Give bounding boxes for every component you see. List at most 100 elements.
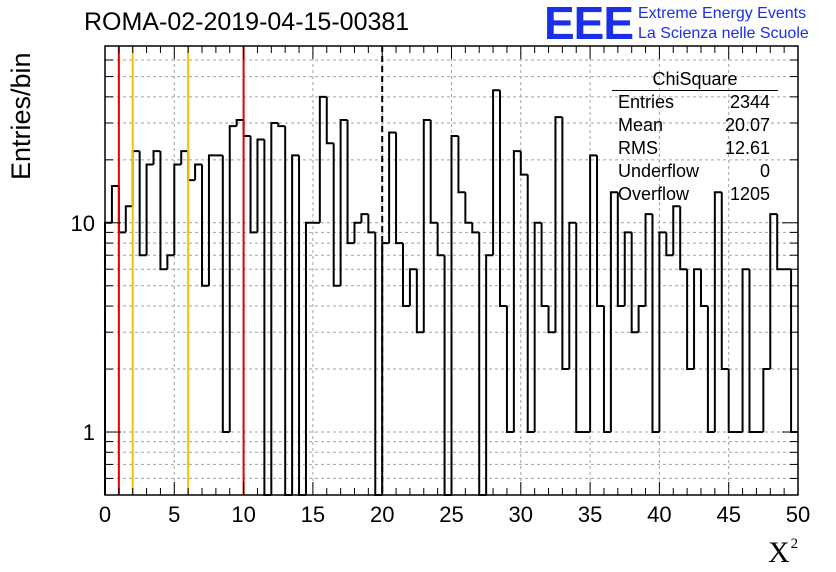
histogram-bin xyxy=(672,205,681,256)
stats-value: 1205 xyxy=(729,184,770,204)
x-tick-label: 30 xyxy=(509,502,533,527)
x-tick-label: 5 xyxy=(168,502,180,527)
histogram-bin xyxy=(741,268,750,433)
histogram-bin xyxy=(748,269,757,434)
histogram-bin xyxy=(353,221,362,244)
histogram-bin xyxy=(658,231,667,433)
histogram-bin xyxy=(110,184,119,223)
histogram-bin xyxy=(706,306,715,434)
x-tick-label: 15 xyxy=(301,502,325,527)
histogram-bin xyxy=(436,222,445,257)
histogram-bin xyxy=(720,192,729,371)
histogram-bin xyxy=(699,269,708,308)
histogram-bin xyxy=(152,150,161,165)
histogram-bin xyxy=(499,90,507,308)
histogram-bin xyxy=(526,174,535,434)
x-tick-label: 10 xyxy=(231,502,255,527)
histogram-bin xyxy=(166,254,175,270)
histogram-bin xyxy=(713,191,722,433)
x-tick-label: 25 xyxy=(439,502,463,527)
stats-row-entries: Entries 2344 xyxy=(612,91,778,114)
histogram-bin xyxy=(408,268,417,307)
y-tick-labels: 1 10 xyxy=(71,211,95,445)
histogram-bin xyxy=(519,151,528,176)
histogram-bin xyxy=(630,232,639,334)
x-axis-label-superscript: 2 xyxy=(790,536,799,552)
histogram-bin xyxy=(145,163,154,256)
stats-value: 0 xyxy=(759,161,770,181)
histogram-bin xyxy=(367,214,376,234)
histogram-bin xyxy=(304,221,313,495)
stats-value: 20.07 xyxy=(724,115,770,135)
histogram-bin xyxy=(415,269,424,334)
histogram-bin xyxy=(159,151,168,271)
histogram-bin xyxy=(138,151,147,257)
histogram-bin xyxy=(298,155,306,496)
histogram-bin xyxy=(104,221,112,495)
histogram-bin xyxy=(686,269,695,371)
histogram-bin xyxy=(485,254,494,495)
histogram-bin xyxy=(651,214,660,434)
y-axis-label: Entries/bin xyxy=(6,52,36,180)
x-axis-label-text: X xyxy=(768,536,790,569)
stats-row-underflow: Underflow 0 xyxy=(612,160,778,183)
logo-line-1: Extreme Energy Events xyxy=(638,5,807,22)
histogram-bin xyxy=(554,116,563,333)
stats-label: Entries xyxy=(618,92,675,112)
histogram-bin xyxy=(180,150,189,165)
histogram-bin xyxy=(207,154,216,286)
x-axis-label: X2 xyxy=(768,536,798,570)
histogram-bin xyxy=(256,138,265,233)
histogram-bin xyxy=(429,120,438,224)
x-tick-label: 20 xyxy=(370,502,394,527)
x-tick-labels: 0 5 10 15 20 25 30 35 40 45 50 xyxy=(99,502,810,527)
histogram-bin xyxy=(194,163,203,181)
histogram-bin xyxy=(339,119,348,286)
y-tick-label: 1 xyxy=(83,420,95,445)
histogram-bin xyxy=(589,154,598,433)
histogram-bin xyxy=(450,134,459,495)
histogram-bin xyxy=(332,143,341,287)
x-tick-label: 35 xyxy=(578,502,602,527)
chart-title: ROMA-02-2019-04-15-00381 xyxy=(84,8,410,36)
x-tick-label: 45 xyxy=(716,502,740,527)
histogram-bin xyxy=(623,231,632,307)
x-tick-label: 50 xyxy=(786,502,810,527)
stats-value: 12.61 xyxy=(724,138,770,158)
stats-title: ChiSquare xyxy=(612,68,778,91)
histogram-bin xyxy=(360,213,369,223)
axis-ticks xyxy=(104,45,799,496)
histogram-bin xyxy=(117,185,126,234)
histogram-bin xyxy=(395,132,403,245)
histogram-bin xyxy=(693,268,701,370)
logo-line-2: La Scienza nelle Scuole xyxy=(638,25,809,42)
histogram-bin xyxy=(374,232,383,496)
stats-label: Underflow xyxy=(618,161,700,181)
histogram-bin xyxy=(422,119,431,333)
histogram-bin xyxy=(401,243,410,308)
histogram-bin xyxy=(443,255,452,496)
eee-logo: EEE xyxy=(544,0,634,49)
stats-row-rms: RMS 12.61 xyxy=(612,137,778,160)
histogram-bin xyxy=(561,117,570,371)
stats-label: Mean xyxy=(618,115,664,135)
histogram-bin xyxy=(533,221,542,433)
histogram-bin xyxy=(790,269,798,434)
histogram-bin xyxy=(575,222,584,434)
histogram-bin xyxy=(609,191,618,433)
histogram-bin xyxy=(769,213,778,370)
histogram-bin xyxy=(124,205,133,233)
histogram-bin xyxy=(762,368,771,433)
histogram-bin xyxy=(478,232,487,496)
histogram-bin xyxy=(547,306,556,334)
histogram-bin xyxy=(291,154,300,495)
histogram-bin xyxy=(277,122,286,128)
histogram-bin xyxy=(505,306,514,434)
histogram-bin xyxy=(540,222,549,308)
histogram-bin xyxy=(492,89,501,256)
histogram-bin xyxy=(637,305,646,333)
stats-label: Overflow xyxy=(618,184,690,204)
histogram-bin xyxy=(325,96,334,145)
stats-value: 2344 xyxy=(729,92,770,112)
